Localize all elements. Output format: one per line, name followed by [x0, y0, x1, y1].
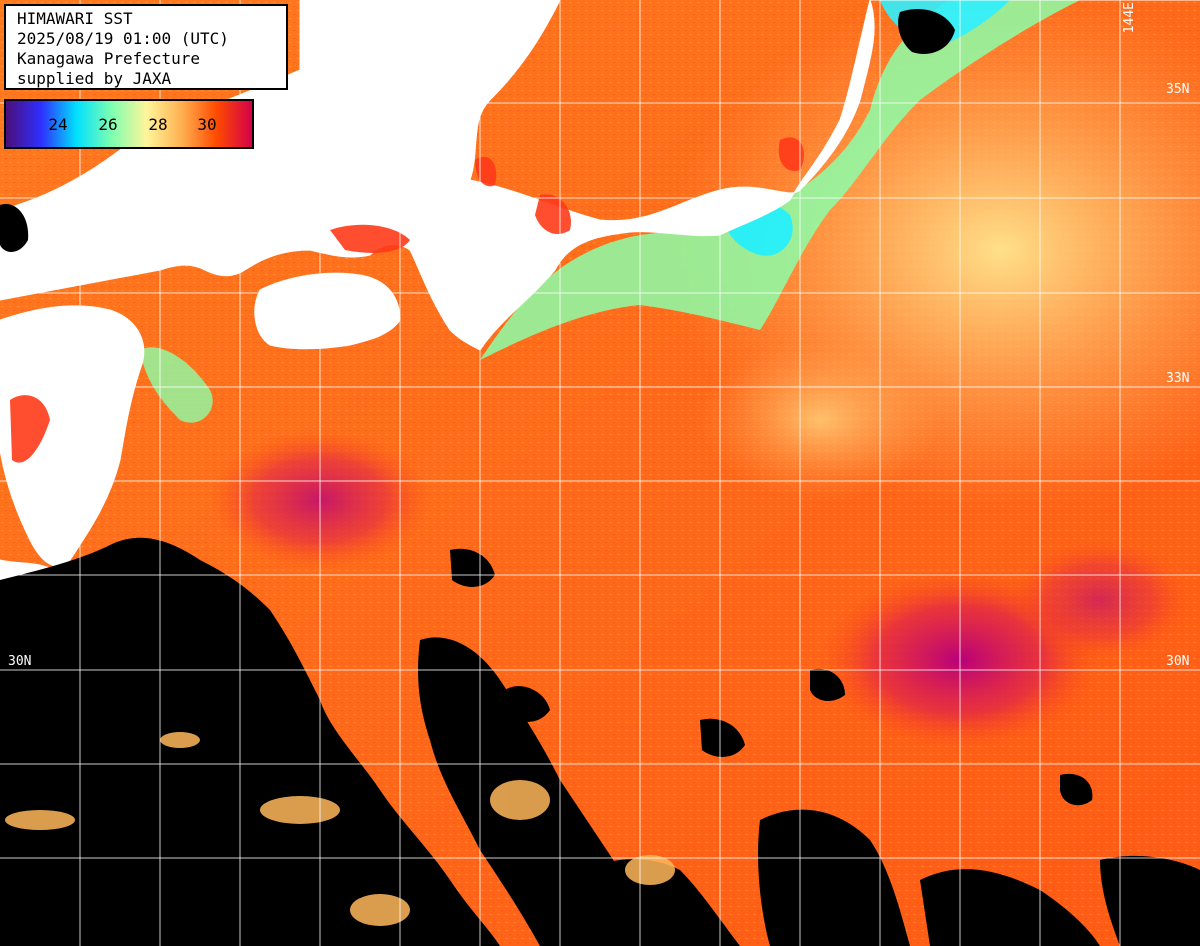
lon-label-136e: 136E: [482, 2, 497, 34]
cloud-mask-southwest: [0, 537, 500, 946]
lat-label-30n-right: 30N: [1166, 654, 1190, 669]
land: [0, 0, 1200, 651]
temperature-legend: 24 26 28 30: [4, 99, 254, 149]
legend-tick-28: 28: [148, 115, 168, 134]
land-kyushu: [0, 305, 145, 567]
lat-label-35n: 35N: [1166, 82, 1190, 97]
cloud-mask: [0, 9, 1200, 946]
map-info-box: HIMAWARI SST 2025/08/19 01:00 (UTC) Kana…: [4, 4, 288, 90]
timestamp: 2025/08/19 01:00 (UTC): [17, 29, 229, 48]
provider-org: Kanagawa Prefecture: [17, 49, 201, 68]
clear-patches: [5, 732, 675, 926]
legend-tick-24: 24: [48, 115, 68, 134]
data-source: supplied by JAXA: [17, 69, 172, 88]
cool-coastal-band: [480, 0, 1080, 360]
legend-tick-26: 26: [98, 115, 118, 134]
legend-tick-30: 30: [197, 115, 217, 134]
land-honshu: [0, 0, 1200, 351]
lat-label-33n-right: 33N: [1166, 371, 1190, 386]
product-title: HIMAWARI SST: [17, 9, 133, 28]
lat-label-30n-left: 30N: [8, 654, 32, 669]
land-shikoku: [254, 272, 401, 350]
lon-label-144e: 144E: [1122, 2, 1137, 34]
coastal-warm-strips: [10, 137, 804, 463]
lat-label-33n-left: 33N: [8, 373, 32, 388]
